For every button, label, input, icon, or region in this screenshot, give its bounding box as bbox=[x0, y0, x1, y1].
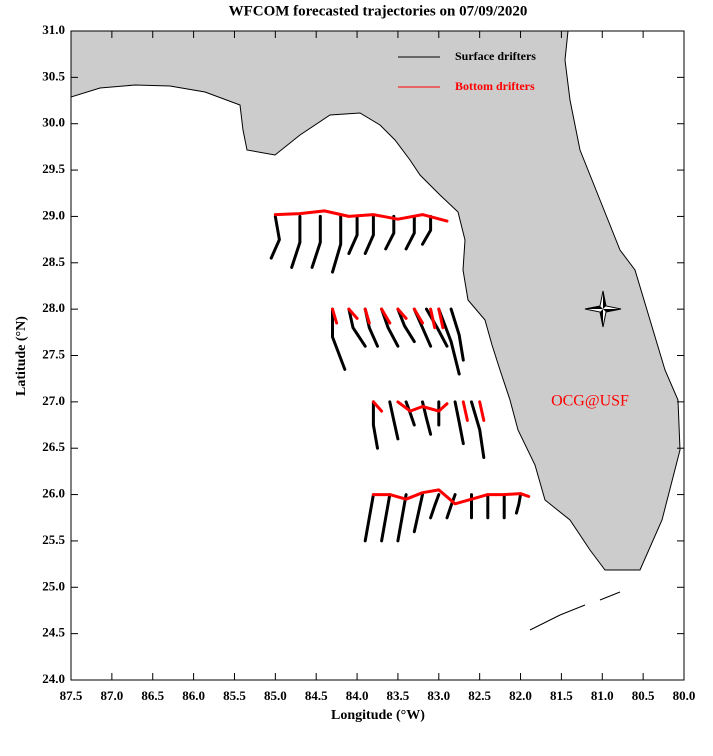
drifter-track bbox=[347, 214, 359, 255]
x-tick-label: 82.0 bbox=[509, 688, 532, 703]
y-tick-label: 28.0 bbox=[42, 300, 65, 315]
x-tick-label: 87.0 bbox=[100, 688, 123, 703]
y-tick-label: 26.0 bbox=[42, 486, 65, 501]
y-tick-label: 24.0 bbox=[42, 671, 65, 686]
drifter-track bbox=[514, 493, 522, 515]
drifter-track bbox=[478, 400, 486, 422]
drifter-track bbox=[371, 400, 384, 413]
drifter-track bbox=[396, 307, 416, 344]
compass-fill bbox=[585, 291, 621, 327]
drifter-track bbox=[371, 400, 379, 450]
y-tick-label: 30.0 bbox=[42, 115, 65, 130]
drifter-track bbox=[396, 400, 449, 413]
drifter-track bbox=[404, 214, 416, 251]
x-tick-label: 83.0 bbox=[427, 688, 450, 703]
y-tick-label: 27.0 bbox=[42, 393, 65, 408]
keys bbox=[529, 591, 621, 631]
drifter-track bbox=[380, 307, 392, 325]
x-tick-label: 85.5 bbox=[223, 688, 246, 703]
compass bbox=[584, 290, 622, 328]
drifter-track bbox=[461, 400, 469, 422]
y-tick-label: 30.5 bbox=[42, 68, 65, 83]
x-tick-label: 85.0 bbox=[264, 688, 287, 703]
drifter-track bbox=[429, 307, 437, 330]
y-tick-label: 25.5 bbox=[42, 532, 65, 547]
y-tick-label: 24.5 bbox=[42, 625, 65, 640]
y-tick-label: 31.0 bbox=[42, 22, 65, 37]
x-tick-label: 81.0 bbox=[591, 688, 614, 703]
drifter-track bbox=[425, 307, 449, 348]
x-tick-label: 87.5 bbox=[60, 688, 83, 703]
drifter-track bbox=[445, 493, 457, 520]
land bbox=[71, 31, 681, 571]
y-tick-label: 28.5 bbox=[42, 254, 65, 269]
drifter-track bbox=[371, 488, 531, 506]
x-tick-label: 84.0 bbox=[346, 688, 369, 703]
drifter-track bbox=[384, 214, 396, 251]
x-tick-label: 86.0 bbox=[182, 688, 205, 703]
drifter-track bbox=[449, 307, 465, 362]
drifter-track bbox=[470, 400, 486, 459]
drifter-track bbox=[412, 307, 424, 325]
y-tick-label: 27.5 bbox=[42, 346, 65, 361]
x-tick-label: 81.5 bbox=[550, 688, 573, 703]
drifter-track bbox=[363, 307, 371, 325]
drifter-track bbox=[437, 307, 461, 376]
drifter-track bbox=[437, 307, 445, 330]
y-tick-label: 25.0 bbox=[42, 578, 65, 593]
drifter-track bbox=[290, 214, 302, 269]
legend-label: Bottom drifters bbox=[455, 79, 535, 93]
y-axis-label: Latitude (°N) bbox=[14, 316, 29, 396]
drifter-track bbox=[347, 307, 367, 348]
drifter-track bbox=[380, 493, 392, 543]
annotation: OCG@USF bbox=[551, 393, 629, 410]
drifter-track bbox=[269, 214, 281, 260]
drifter-track bbox=[421, 214, 433, 246]
drifter-track bbox=[396, 493, 408, 543]
drifter-track bbox=[396, 307, 408, 320]
x-tick-label: 80.5 bbox=[632, 688, 655, 703]
drifter-track bbox=[331, 307, 339, 325]
drifter-track bbox=[331, 214, 343, 274]
y-tick-label: 29.0 bbox=[42, 207, 65, 222]
drifter-track bbox=[273, 209, 449, 223]
x-tick-label: 86.5 bbox=[141, 688, 164, 703]
drifter-track bbox=[310, 214, 322, 269]
drifter-track bbox=[404, 400, 416, 427]
x-tick-label: 84.5 bbox=[305, 688, 328, 703]
x-tick-label: 83.5 bbox=[387, 688, 410, 703]
drifter-track bbox=[363, 493, 375, 543]
drifter-track bbox=[388, 400, 400, 441]
legend-label: Surface drifters bbox=[455, 49, 536, 63]
chart-title: WFCOM forecasted trajectories on 07/09/2… bbox=[229, 3, 528, 19]
drifter-track bbox=[363, 214, 375, 255]
drifter-track bbox=[429, 493, 441, 520]
drifter-track bbox=[412, 493, 424, 534]
x-axis-label: Longitude (°W) bbox=[331, 708, 425, 723]
x-tick-label: 82.5 bbox=[468, 688, 491, 703]
drifter-track bbox=[331, 307, 347, 371]
y-tick-label: 26.5 bbox=[42, 439, 65, 454]
x-tick-label: 80.0 bbox=[673, 688, 696, 703]
land-layer bbox=[71, 31, 681, 631]
drifter-track bbox=[347, 307, 359, 320]
drifter-track bbox=[453, 400, 465, 446]
y-tick-label: 29.5 bbox=[42, 161, 65, 176]
